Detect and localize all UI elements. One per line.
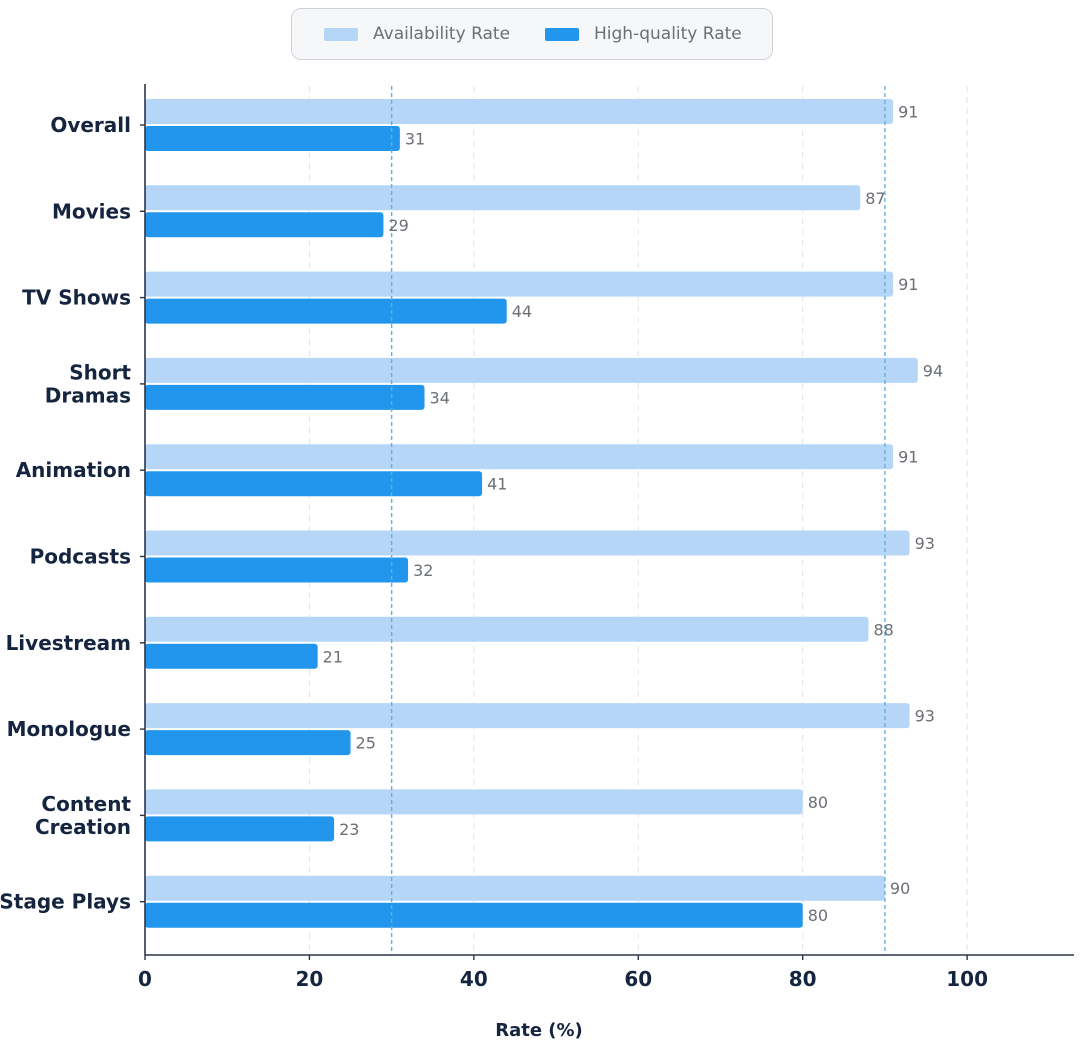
availability-bar [145, 530, 910, 556]
category-label: Monologue [7, 717, 131, 741]
legend-label-availability: Availability Rate [373, 24, 511, 44]
high-quality-value-label: 80 [808, 906, 828, 925]
x-tick-label: 100 [946, 967, 988, 991]
category-label: Content Creation [35, 792, 131, 839]
availability-value-label: 91 [898, 103, 918, 122]
high-quality-bar [145, 643, 318, 669]
x-tick-label: 60 [624, 967, 652, 991]
availability-value-label: 93 [915, 707, 935, 726]
availability-value-label: 93 [915, 534, 935, 553]
availability-value-label: 80 [808, 793, 828, 812]
high-quality-bar [145, 298, 507, 324]
category-label: Livestream [6, 631, 131, 655]
legend-label-high-quality: High-quality Rate [594, 24, 742, 44]
labels: 91 31 Overall 87 29 Movies 91 44 TV Shows 94 34 Sho… [0, 103, 988, 992]
category-label: Overall [50, 113, 131, 137]
availability-bar [145, 616, 869, 642]
high-quality-bar [145, 471, 483, 497]
availability-value-label: 94 [923, 361, 943, 380]
x-tick-label: 0 [138, 967, 152, 991]
availability-value-label: 88 [873, 620, 893, 639]
bars [145, 99, 918, 928]
availability-bar [145, 271, 894, 297]
high-quality-value-label: 31 [405, 130, 425, 149]
category-label: Animation [16, 458, 131, 482]
reference-lines [390, 86, 886, 955]
high-quality-value-label: 32 [413, 561, 433, 580]
availability-bar [145, 99, 894, 124]
availability-bar [145, 357, 918, 383]
legend-swatch-availability [324, 28, 358, 41]
category-label: Movies [52, 199, 131, 223]
availability-value-label: 90 [890, 879, 910, 898]
high-quality-bar [145, 816, 335, 842]
high-quality-bar [145, 730, 351, 756]
high-quality-value-label: 23 [339, 820, 359, 839]
x-axis-title: Rate (%) [495, 1020, 583, 1041]
availability-value-label: 87 [865, 189, 885, 208]
high-quality-value-label: 34 [430, 388, 450, 407]
high-quality-bar [145, 384, 425, 410]
high-quality-value-label: 44 [512, 302, 532, 321]
high-quality-bar [145, 126, 400, 151]
availability-bar [145, 875, 885, 901]
category-label: Stage Plays [0, 890, 131, 914]
availability-bar [145, 444, 894, 470]
availability-bar [145, 185, 861, 211]
x-tick-label: 20 [296, 967, 324, 991]
legend: Availability Rate High-quality Rate [291, 8, 773, 60]
high-quality-bar [145, 902, 803, 928]
high-quality-value-label: 25 [356, 734, 376, 753]
axes [140, 84, 1074, 960]
category-label: Podcasts [30, 545, 131, 569]
high-quality-value-label: 29 [388, 216, 408, 235]
x-tick-label: 40 [460, 967, 488, 991]
availability-bar [145, 789, 803, 815]
high-quality-value-label: 21 [323, 647, 343, 666]
legend-swatch-high-quality [545, 28, 579, 41]
high-quality-bar [145, 212, 384, 238]
availability-value-label: 91 [898, 275, 918, 294]
availability-value-label: 91 [898, 448, 918, 467]
category-label: TV Shows [22, 286, 131, 310]
high-quality-value-label: 41 [487, 475, 507, 494]
category-label: Short Dramas [45, 360, 132, 407]
availability-bar [145, 703, 910, 729]
x-tick-label: 80 [789, 967, 817, 991]
high-quality-bar [145, 557, 409, 583]
